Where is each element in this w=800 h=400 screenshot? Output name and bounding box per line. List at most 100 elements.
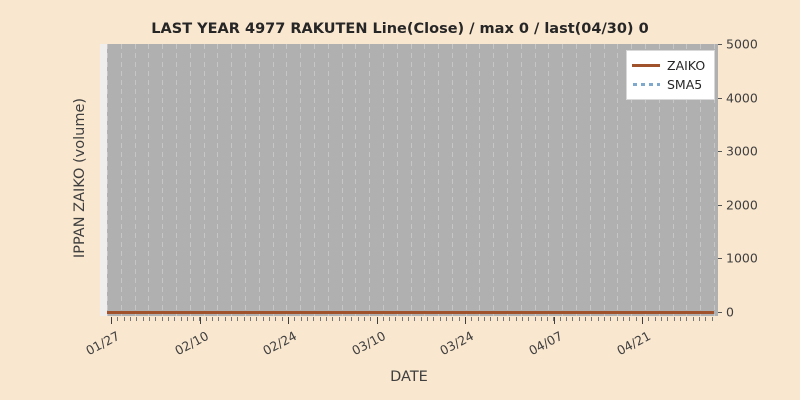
x-tick-label: 04/07 (525, 328, 565, 359)
x-minor-tick (503, 317, 504, 321)
x-minor-tick (313, 317, 314, 321)
y-tick-label: 3000 (726, 143, 758, 159)
x-minor-tick (655, 317, 656, 321)
gridline (148, 44, 149, 316)
y-tick-label: 1000 (726, 250, 758, 266)
x-minor-tick (358, 317, 359, 321)
x-minor-tick (263, 317, 264, 321)
x-minor-tick (149, 317, 150, 321)
x-minor-tick (509, 317, 510, 321)
gridline (576, 44, 577, 316)
gridline (328, 44, 329, 316)
x-minor-tick (174, 317, 175, 321)
x-minor-tick (231, 317, 232, 321)
legend-item-zaiko[interactable]: ZAIKO (632, 56, 708, 75)
gridline (438, 44, 439, 316)
x-minor-tick (452, 317, 453, 321)
gridline (135, 44, 136, 316)
x-minor-tick (332, 317, 333, 321)
x-minor-tick (370, 317, 371, 321)
x-minor-tick (712, 317, 713, 321)
x-minor-tick (693, 317, 694, 321)
series-layer (100, 44, 718, 316)
y-tick-mark (718, 204, 722, 206)
x-minor-tick (661, 317, 662, 321)
x-minor-tick (459, 317, 460, 321)
y-axis-label: IPPAN ZAIKO (volume) (72, 97, 88, 259)
x-minor-tick (680, 317, 681, 321)
gridline (562, 44, 563, 316)
x-minor-tick (351, 317, 352, 321)
x-minor-tick (218, 317, 219, 321)
gridline (355, 44, 356, 316)
x-minor-tick (427, 317, 428, 321)
x-minor-tick (674, 317, 675, 321)
x-minor-tick (446, 317, 447, 321)
x-minor-tick (244, 317, 245, 321)
y-axis-tick: 4000 (718, 91, 758, 105)
x-minor-tick (560, 317, 561, 321)
x-minor-tick (143, 317, 144, 321)
x-minor-tick (364, 317, 365, 321)
gridline (466, 44, 467, 316)
gridline (424, 44, 425, 316)
x-minor-tick (136, 317, 137, 321)
x-tick-label: 03/24 (437, 328, 477, 359)
x-major-tick (111, 317, 112, 324)
gridline (397, 44, 398, 316)
x-minor-tick (187, 317, 188, 321)
gridline (259, 44, 260, 316)
gridline (162, 44, 163, 316)
gridline (673, 44, 674, 316)
x-minor-tick (490, 317, 491, 321)
x-minor-tick (484, 317, 485, 321)
y-tick-label: 0 (726, 304, 734, 320)
x-minor-tick (212, 317, 213, 321)
legend-swatch-dotted-line-icon (632, 79, 660, 90)
y-tick-mark (718, 44, 722, 45)
x-minor-tick (535, 317, 536, 321)
gridline (507, 44, 508, 316)
y-axis-tick: 0 (718, 305, 734, 319)
legend[interactable]: ZAIKO SMA5 (626, 50, 715, 100)
x-minor-tick (162, 317, 163, 321)
x-minor-tick (686, 317, 687, 321)
gridline (107, 44, 108, 316)
y-tick-label: 2000 (726, 197, 758, 213)
gridline (204, 44, 205, 316)
x-minor-tick (553, 317, 554, 321)
series-line-zaiko (107, 311, 714, 314)
x-minor-tick (307, 317, 308, 321)
x-minor-tick (541, 317, 542, 321)
y-tick-mark (718, 97, 722, 99)
x-tick-label: 03/10 (348, 328, 388, 359)
x-minor-tick (402, 317, 403, 321)
gridline (342, 44, 343, 316)
x-minor-tick (269, 317, 270, 321)
gridline (121, 44, 122, 316)
x-axis-major-ticks (100, 317, 718, 325)
x-minor-tick (294, 317, 295, 321)
x-minor-tick (181, 317, 182, 321)
x-minor-tick (623, 317, 624, 321)
x-minor-tick (250, 317, 251, 321)
x-tick-label: 04/21 (614, 328, 654, 359)
x-major-tick (465, 317, 466, 324)
legend-item-sma5[interactable]: SMA5 (632, 75, 708, 94)
x-minor-tick (168, 317, 169, 321)
y-tick-mark (718, 312, 722, 313)
gridline (590, 44, 591, 316)
y-tick-mark (718, 258, 722, 260)
gridline (493, 44, 494, 316)
x-minor-tick (130, 317, 131, 321)
gridline (231, 44, 232, 316)
x-minor-tick (547, 317, 548, 321)
x-minor-tick (617, 317, 618, 321)
x-major-tick (288, 317, 289, 324)
x-minor-tick (636, 317, 637, 321)
gridline (217, 44, 218, 316)
x-minor-tick (421, 317, 422, 321)
gridline (314, 44, 315, 316)
x-minor-tick (256, 317, 257, 321)
gridline (604, 44, 605, 316)
